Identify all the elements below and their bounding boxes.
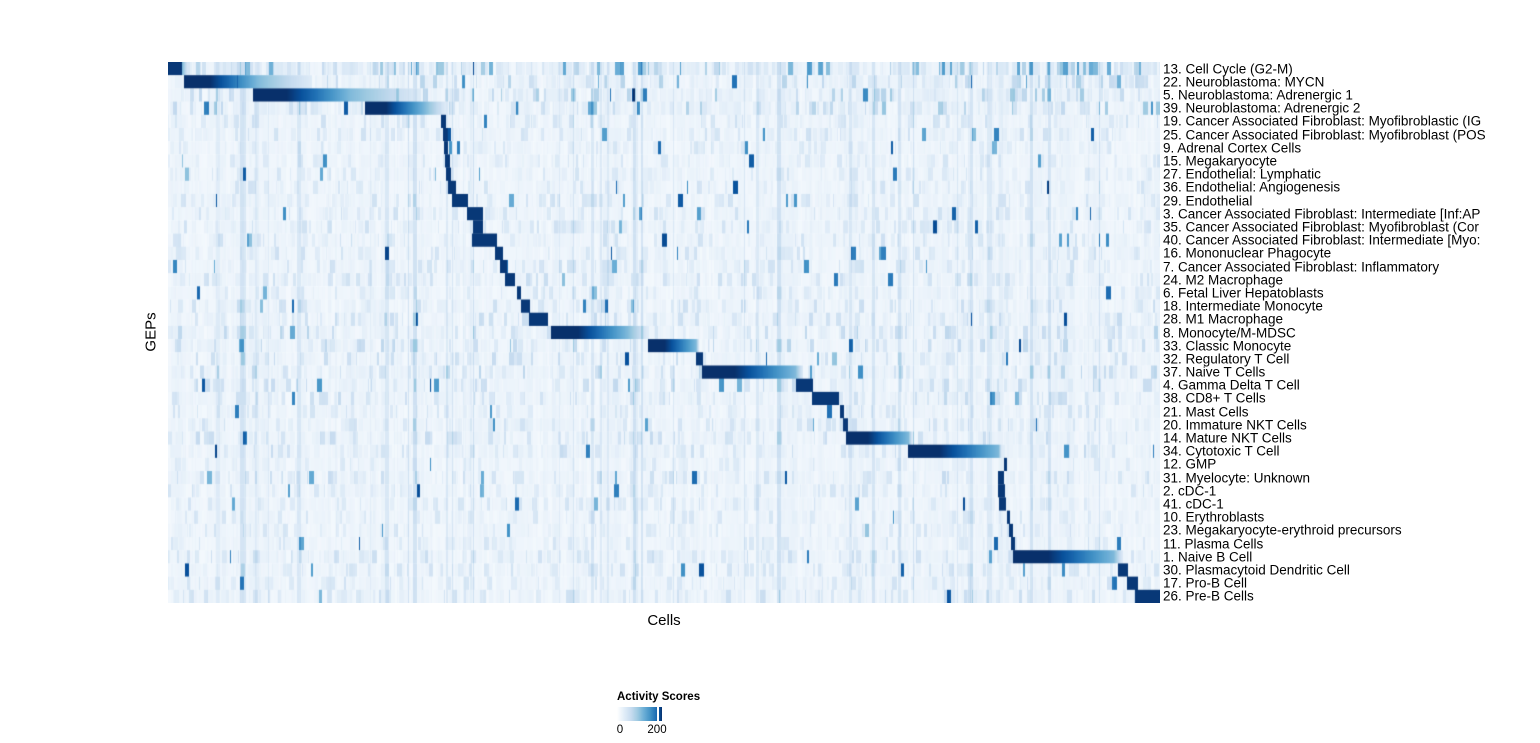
row-label: 29. Endothelial — [1163, 193, 1253, 209]
legend-tick-200 — [657, 707, 659, 721]
row-label: 11. Plasma Cells — [1163, 536, 1264, 552]
row-label: 31. Myelocyte: Unknown — [1163, 470, 1311, 486]
legend-max-label: 200 — [647, 724, 667, 736]
row-label: 32. Regulatory T Cell — [1163, 351, 1290, 367]
row-label: 27. Endothelial: Lymphatic — [1163, 166, 1321, 182]
row-label: 10. Erythroblasts — [1163, 509, 1265, 525]
row-label: 5. Neuroblastoma: Adrenergic 1 — [1163, 87, 1353, 103]
row-label: 30. Plasmacytoid Dendritic Cell — [1163, 562, 1350, 578]
gep-row-labels: 13. Cell Cycle (G2-M) 22. Neuroblastoma: … — [1163, 62, 1540, 603]
row-label: 33. Classic Monocyte — [1163, 338, 1292, 354]
row-label: 39. Neuroblastoma: Adrenergic 2 — [1163, 100, 1361, 116]
row-label: 19. Cancer Associated Fibroblast: Myofib… — [1163, 113, 1482, 129]
row-label: 12. GMP — [1163, 456, 1217, 472]
legend-tick-labels: 0 200 — [616, 724, 667, 738]
row-label: 24. M2 Macrophage — [1163, 272, 1284, 288]
row-label: 2. cDC-1 — [1163, 483, 1217, 499]
legend-min-label: 0 — [616, 724, 624, 736]
row-label: 37. Naive T Cells — [1163, 364, 1266, 380]
row-label: 21. Mast Cells — [1163, 404, 1249, 420]
heatmap-canvas — [168, 62, 1160, 603]
legend-title: Activity Scores — [617, 691, 701, 703]
row-label: 14. Mature NKT Cells — [1163, 430, 1292, 446]
row-label: 1. Naive B Cell — [1163, 549, 1253, 565]
row-label: 34. Cytotoxic T Cell — [1163, 443, 1280, 459]
row-label: 28. M1 Macrophage — [1163, 311, 1284, 327]
row-label: 16. Mononuclear Phagocyte — [1163, 245, 1332, 261]
row-label: 40. Cancer Associated Fibroblast: Interm… — [1163, 232, 1481, 248]
row-label: 36. Endothelial: Angiogenesis — [1163, 179, 1341, 195]
activity-scores-legend: Activity Scores 0 200 — [617, 691, 737, 738]
row-label: 18. Intermediate Monocyte — [1163, 298, 1323, 314]
row-label: 25. Cancer Associated Fibroblast: Myofib… — [1163, 127, 1486, 143]
row-label: 26. Pre-B Cells — [1163, 588, 1254, 604]
row-label: 35. Cancer Associated Fibroblast: Myofib… — [1163, 219, 1479, 235]
row-label: 7. Cancer Associated Fibroblast: Inflamm… — [1163, 259, 1440, 275]
row-label: 17. Pro-B Cell — [1163, 575, 1248, 591]
row-label: 15. Megakaryocyte — [1163, 153, 1278, 169]
y-axis-label: GEPs — [142, 312, 160, 352]
row-label: 9. Adrenal Cortex Cells — [1163, 140, 1302, 156]
row-label: 6. Fetal Liver Hepatoblasts — [1163, 285, 1324, 301]
row-label: 22. Neuroblastoma: MYCN — [1163, 74, 1325, 90]
row-label: 23. Megakaryocyte-erythroid precursors — [1163, 522, 1402, 538]
x-axis-label: Cells — [647, 612, 681, 629]
row-label: 41. cDC-1 — [1163, 496, 1224, 512]
row-label: 13. Cell Cycle (G2-M) — [1163, 61, 1293, 77]
row-label: 3. Cancer Associated Fibroblast: Interme… — [1163, 206, 1481, 222]
heatmap-plot-area — [168, 62, 1160, 603]
row-label: 20. Immature NKT Cells — [1163, 417, 1307, 433]
row-label: 8. Monocyte/M-MDSC — [1163, 325, 1296, 340]
legend-gradient-bar — [617, 707, 662, 721]
row-label: 38. CD8+ T Cells — [1163, 390, 1266, 406]
row-label: 4. Gamma Delta T Cell — [1163, 377, 1300, 393]
